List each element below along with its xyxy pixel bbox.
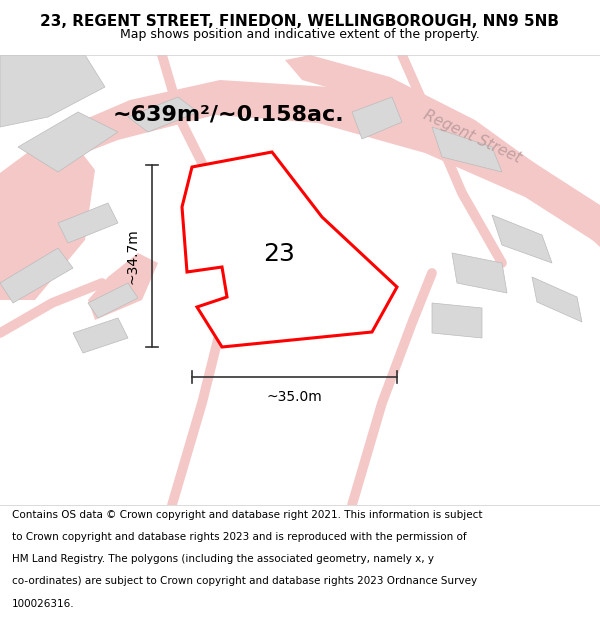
Text: 23: 23 — [263, 242, 295, 266]
Polygon shape — [285, 55, 600, 247]
Polygon shape — [0, 55, 105, 127]
Polygon shape — [202, 218, 255, 248]
Polygon shape — [352, 97, 402, 139]
Text: 100026316.: 100026316. — [12, 599, 74, 609]
Text: co-ordinates) are subject to Crown copyright and database rights 2023 Ordnance S: co-ordinates) are subject to Crown copyr… — [12, 576, 477, 586]
Polygon shape — [128, 97, 198, 132]
Text: Regent Stre: Regent Stre — [187, 176, 277, 218]
Polygon shape — [0, 248, 73, 303]
Text: ~34.7m: ~34.7m — [125, 228, 139, 284]
Text: to Crown copyright and database rights 2023 and is reproduced with the permissio: to Crown copyright and database rights 2… — [12, 532, 467, 542]
Polygon shape — [432, 303, 482, 338]
Polygon shape — [182, 152, 397, 347]
Polygon shape — [492, 215, 552, 263]
Polygon shape — [532, 277, 582, 322]
Polygon shape — [88, 253, 158, 320]
Polygon shape — [88, 283, 138, 318]
Text: HM Land Registry. The polygons (including the associated geometry, namely x, y: HM Land Registry. The polygons (includin… — [12, 554, 434, 564]
Text: ~35.0m: ~35.0m — [266, 390, 322, 404]
Text: ~639m²/~0.158ac.: ~639m²/~0.158ac. — [112, 105, 344, 125]
Polygon shape — [452, 253, 507, 293]
Polygon shape — [73, 318, 128, 353]
Text: 23, REGENT STREET, FINEDON, WELLINGBOROUGH, NN9 5NB: 23, REGENT STREET, FINEDON, WELLINGBOROU… — [41, 14, 560, 29]
Polygon shape — [58, 203, 118, 243]
Polygon shape — [432, 127, 502, 172]
Text: Contains OS data © Crown copyright and database right 2021. This information is : Contains OS data © Crown copyright and d… — [12, 510, 482, 520]
Text: Regent Street: Regent Street — [421, 107, 523, 166]
Polygon shape — [0, 127, 95, 300]
Polygon shape — [18, 112, 118, 172]
Text: Map shows position and indicative extent of the property.: Map shows position and indicative extent… — [120, 28, 480, 41]
Polygon shape — [0, 80, 600, 245]
